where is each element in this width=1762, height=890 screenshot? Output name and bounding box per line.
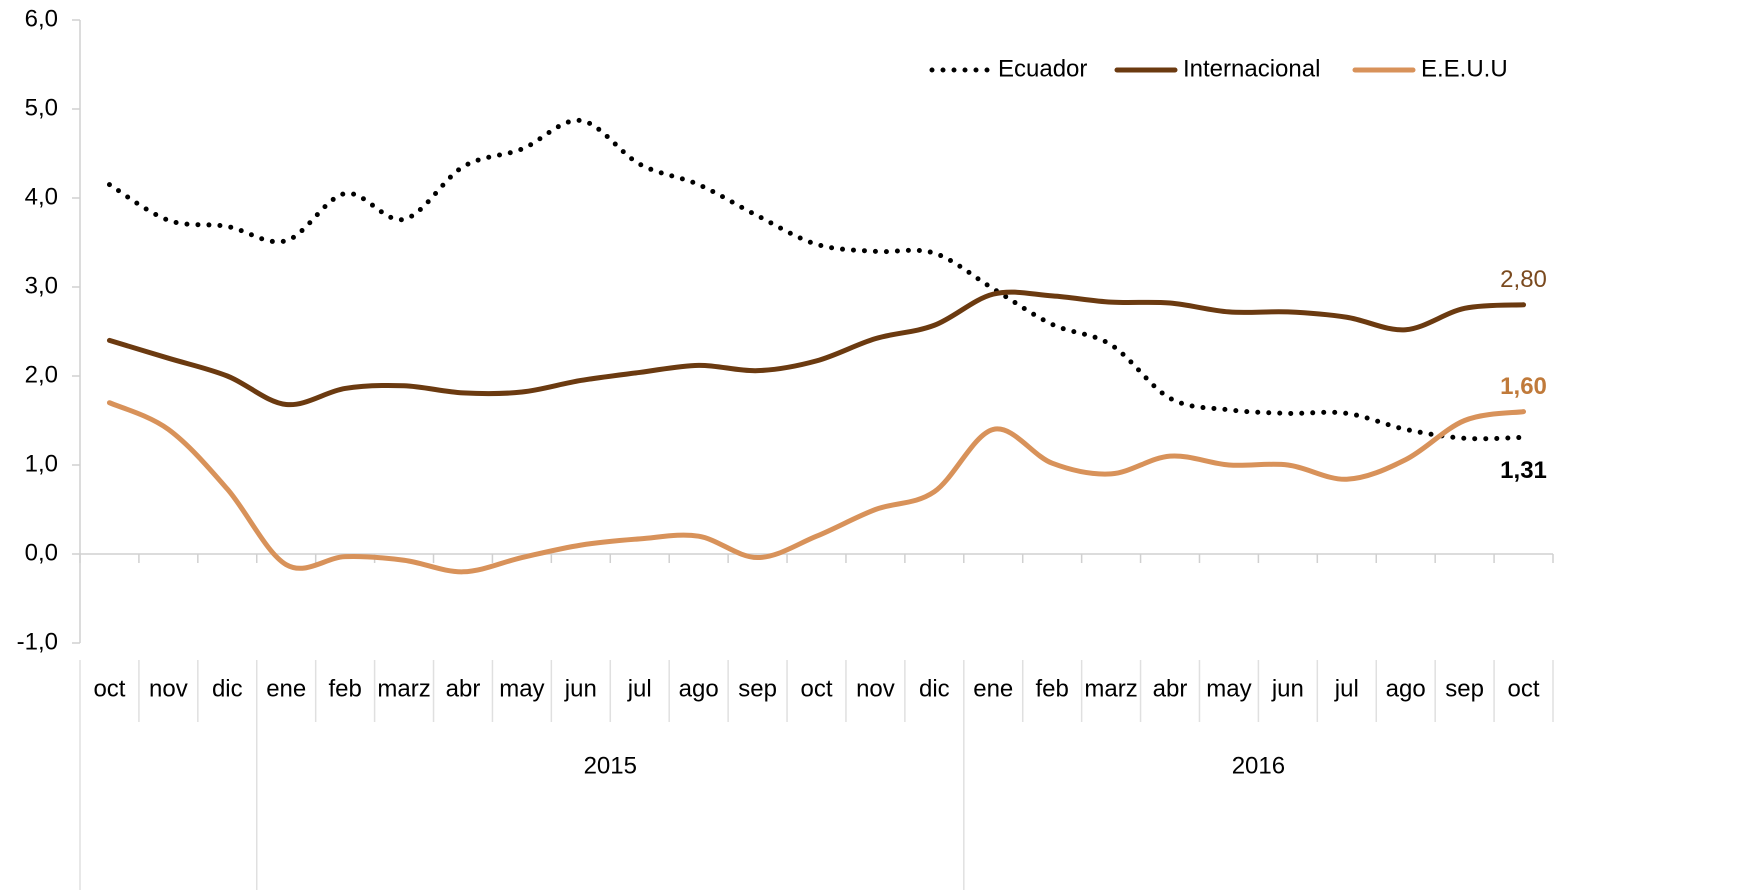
x-tick-label: oct <box>93 675 125 702</box>
x-tick-label: sep <box>738 675 777 702</box>
series-line <box>106 400 1527 575</box>
value-label: 2,80 <box>1500 266 1547 293</box>
series-line <box>106 118 1527 442</box>
value-label: 1,60 <box>1500 373 1547 400</box>
x-tick-label: ene <box>973 675 1013 702</box>
x-tick-label: sep <box>1445 675 1484 702</box>
group-label: 2015 <box>584 752 637 779</box>
x-tick-label: ago <box>1386 675 1426 702</box>
x-tick-label: jun <box>564 675 597 702</box>
x-tick-label: nov <box>856 675 895 702</box>
value-label: 1,31 <box>1500 457 1547 484</box>
x-tick-label: nov <box>149 675 188 702</box>
x-tick-label: may <box>499 675 544 702</box>
y-tick-label: 2,0 <box>25 361 58 388</box>
x-tick-label: abr <box>446 675 481 702</box>
x-tick-label: oct <box>1508 675 1540 702</box>
x-tick-label: jul <box>1334 675 1359 702</box>
x-tick-label: marz <box>1084 675 1137 702</box>
y-tick-label: 0,0 <box>25 539 58 566</box>
legend-label: Ecuador <box>998 55 1087 82</box>
y-tick-label: 3,0 <box>25 272 58 299</box>
y-tick-label: 4,0 <box>25 183 58 210</box>
x-tick-label: dic <box>919 675 950 702</box>
y-tick-label: 5,0 <box>25 94 58 121</box>
y-tick-label: -1,0 <box>17 628 58 655</box>
x-tick-label: ene <box>266 675 306 702</box>
x-tick-label: jul <box>627 675 652 702</box>
y-tick-label: 6,0 <box>25 5 58 32</box>
series-line <box>106 289 1527 408</box>
legend-label: Internacional <box>1183 55 1320 82</box>
group-label: 2016 <box>1232 752 1285 779</box>
x-tick-label: feb <box>328 675 361 702</box>
x-tick-label: jun <box>1271 675 1304 702</box>
x-tick-label: oct <box>800 675 832 702</box>
x-tick-label: abr <box>1153 675 1188 702</box>
legend-label: E.E.U.U <box>1421 55 1508 82</box>
x-tick-label: feb <box>1035 675 1068 702</box>
y-tick-label: 1,0 <box>25 450 58 477</box>
x-tick-label: may <box>1206 675 1251 702</box>
x-tick-label: dic <box>212 675 243 702</box>
x-tick-label: ago <box>679 675 719 702</box>
x-tick-label: marz <box>377 675 430 702</box>
